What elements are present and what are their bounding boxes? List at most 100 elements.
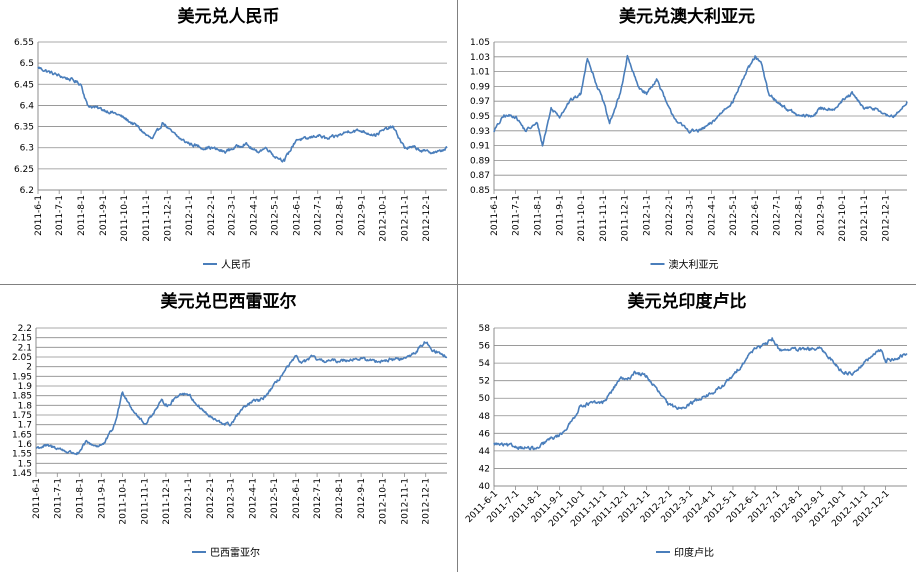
x-tick-label: 2012-11-1 <box>401 195 411 242</box>
y-tick-label: 1.6 <box>18 440 33 450</box>
x-tick-label: 2011-9-1 <box>99 195 109 236</box>
chart-title: 美元兑澳大利亚元 <box>619 6 755 27</box>
x-tick-label: 2012-2-1 <box>206 478 216 519</box>
legend-label: 人民币 <box>221 259 251 271</box>
x-tick-label: 2012-4-1 <box>249 478 259 519</box>
x-tick-label: 2012-9-1 <box>817 195 827 236</box>
y-tick-label: 2.05 <box>12 353 32 363</box>
x-tick-label: 2011-10-1 <box>120 195 130 242</box>
y-tick-label: 6.45 <box>14 80 34 90</box>
y-tick-label: 1.8 <box>18 401 33 411</box>
legend-label: 澳大利亚元 <box>669 258 719 271</box>
series-line <box>493 54 908 147</box>
x-tick-label: 2012-9-1 <box>358 195 368 236</box>
x-tick-label: 2012-12-1 <box>422 195 432 242</box>
y-tick-label: 1.05 <box>470 38 490 48</box>
vertical-divider <box>457 0 458 572</box>
x-tick-label: 2011-10-1 <box>577 195 587 242</box>
x-tick-label: 2012-1-1 <box>185 195 195 236</box>
y-tick-label: 2.1 <box>18 343 32 353</box>
y-tick-label: 54 <box>479 359 491 369</box>
y-tick-label: 2 <box>26 363 32 373</box>
horizontal-divider <box>0 284 916 285</box>
x-tick-label: 2012-7-1 <box>313 478 323 519</box>
y-tick-label: 2.2 <box>18 324 32 334</box>
y-tick-label: 0.87 <box>470 171 490 181</box>
y-tick-label: 0.97 <box>470 97 490 107</box>
x-tick-label: 2011-6-1 <box>490 195 500 236</box>
x-tick-label: 2012-3-1 <box>226 478 236 519</box>
y-tick-label: 6.5 <box>20 59 34 69</box>
y-tick-label: 1.95 <box>12 372 32 382</box>
y-tick-label: 0.91 <box>470 142 490 152</box>
y-tick-label: 1.85 <box>12 392 32 402</box>
x-tick-label: 2012-6-1 <box>293 195 303 236</box>
x-tick-label: 2011-11-1 <box>141 478 151 525</box>
x-tick-label: 2012-3-1 <box>228 195 238 236</box>
x-tick-label: 2011-7-1 <box>511 195 521 236</box>
chart-usd-aud: 美元兑澳大利亚元 0.85 0.87 0.89 0.91 0.93 0.95 0.97 0.99… <box>470 6 908 271</box>
y-tick-label: 46 <box>479 429 491 439</box>
x-tick-label: 2012-1-1 <box>643 195 653 236</box>
x-tick-label: 2012-5-1 <box>270 478 280 519</box>
y-tick-label: 6.55 <box>14 38 34 48</box>
x-tick-label: 2012-6-1 <box>751 195 761 236</box>
x-tick-label: 2012-12-1 <box>882 195 892 242</box>
y-tick-label: 2.15 <box>12 334 32 344</box>
y-tick-label: 48 <box>479 412 491 422</box>
x-tick-label: 2011-11-1 <box>142 195 152 242</box>
x-tick-label: 2011-9-1 <box>556 195 566 236</box>
y-tick-label: 1.55 <box>12 450 32 460</box>
x-tick-label: 2012-3-1 <box>685 195 695 236</box>
y-tick-label: 0.95 <box>470 112 490 122</box>
series-line <box>493 337 908 451</box>
x-tick-label: 2011-8-1 <box>75 478 85 519</box>
x-tick-label: 2012-11-1 <box>400 478 410 525</box>
y-tick-label: 1.45 <box>12 469 32 479</box>
y-tick-label: 6.3 <box>20 144 34 154</box>
x-tick-label: 2011-12-1 <box>621 195 631 242</box>
chart-usd-brl: 美元兑巴西雷亚尔 1.451.51.551.61.651.71.751.81.85… <box>12 291 448 559</box>
y-tick-label: 6.4 <box>20 101 35 111</box>
y-tick-label: 6.35 <box>14 123 34 133</box>
y-tick-label: 6.2 <box>20 186 34 196</box>
y-tick-label: 1.7 <box>18 421 32 431</box>
x-tick-label: 2011-8-1 <box>534 195 544 236</box>
y-tick-label: 42 <box>479 464 490 474</box>
x-tick-label: 2011-6-1 <box>32 478 42 519</box>
x-tick-label: 2012-7-1 <box>314 195 324 236</box>
x-tick-label: 2012-10-1 <box>838 195 848 242</box>
x-tick-label: 2011-12-1 <box>163 195 173 242</box>
series-line <box>35 341 448 456</box>
x-tick-label: 2012-10-1 <box>379 195 389 242</box>
x-tick-label: 2011-7-1 <box>55 195 65 236</box>
y-tick-label: 1.65 <box>12 430 32 440</box>
y-tick-label: 56 <box>479 342 491 352</box>
y-tick-label: 1.9 <box>18 382 33 392</box>
y-tick-label: 52 <box>479 377 490 387</box>
chart-title: 美元兑巴西雷亚尔 <box>161 291 297 312</box>
y-tick-label: 40 <box>479 482 491 492</box>
chart-usd-cny: 美元兑人民币 6.2 6.25 6.3 6.35 6.4 6.45 6.5 6.55 2011-6… <box>14 6 448 271</box>
x-tick-label: 2012-5-1 <box>729 195 739 236</box>
x-tick-label: 2011-9-1 <box>97 478 107 519</box>
y-tick-label: 1.75 <box>12 411 32 421</box>
y-tick-label: 58 <box>479 324 491 334</box>
x-tick-label: 2011-12-1 <box>162 478 172 525</box>
y-tick-label: 0.99 <box>470 82 490 92</box>
x-tick-label: 2012-7-1 <box>772 195 782 236</box>
x-tick-label: 2012-9-1 <box>357 478 367 519</box>
y-tick-label: 50 <box>479 394 491 404</box>
chart-usd-inr: 美元兑印度卢比404244464850525456582011-6-12011-… <box>464 291 908 559</box>
legend-label: 巴西雷亚尔 <box>210 546 260 559</box>
x-tick-label: 2011-6-1 <box>34 195 44 236</box>
x-tick-label: 2012-12-1 <box>422 478 432 525</box>
x-tick-label: 2011-11-1 <box>599 195 609 242</box>
y-tick-label: 1.03 <box>470 53 490 63</box>
x-tick-label: 2011-7-1 <box>53 478 63 519</box>
series-line <box>37 66 448 163</box>
x-tick-label: 2012-8-1 <box>336 195 346 236</box>
x-tick-label: 2012-5-1 <box>271 195 281 236</box>
x-tick-label: 2012-11-1 <box>860 195 870 242</box>
